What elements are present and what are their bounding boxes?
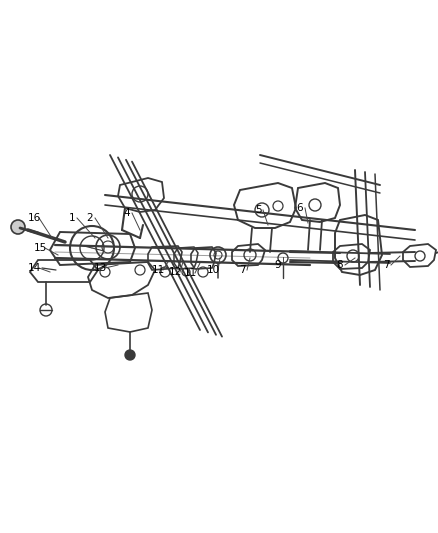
Text: 2: 2 [87,213,93,223]
Text: 16: 16 [27,213,41,223]
Text: 9: 9 [275,260,281,270]
Text: 7: 7 [383,260,389,270]
Text: 7: 7 [239,265,245,275]
Text: 14: 14 [27,263,41,273]
Text: 15: 15 [33,243,46,253]
Text: 11: 11 [184,268,197,278]
Text: 6: 6 [297,203,303,213]
Text: 11: 11 [152,265,165,275]
Text: 8: 8 [337,260,343,270]
Text: 5: 5 [254,205,261,215]
Circle shape [11,220,25,234]
Text: 10: 10 [206,265,219,275]
Text: 4: 4 [124,208,131,218]
Circle shape [125,350,135,360]
Text: 13: 13 [93,263,106,273]
Text: 12: 12 [168,267,182,277]
Text: 1: 1 [69,213,75,223]
